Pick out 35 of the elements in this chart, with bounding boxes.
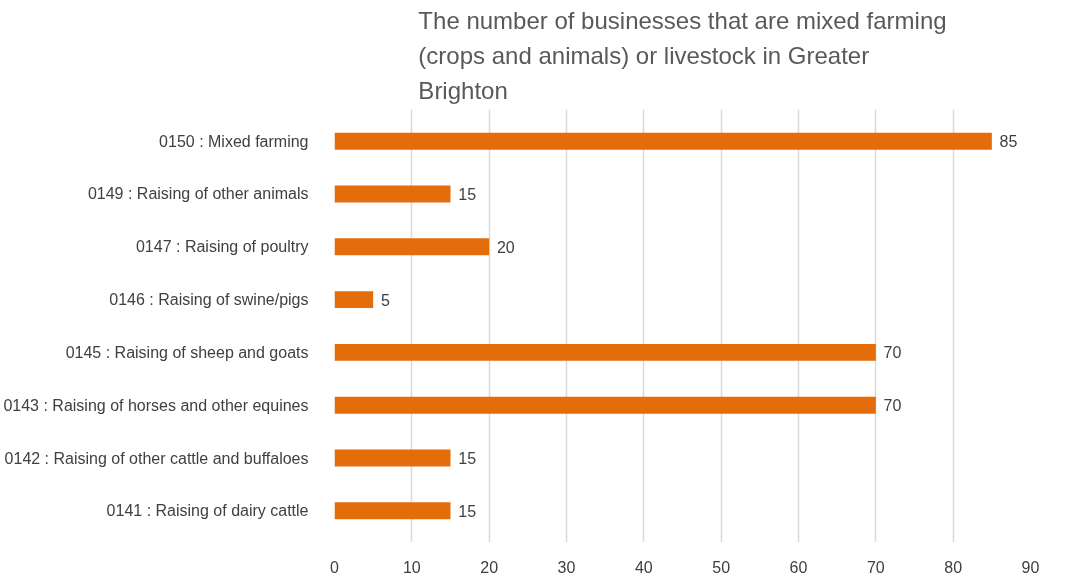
x-tick-label: 80 bbox=[944, 558, 963, 576]
y-tick-label: 0142 : Raising of other cattle and buffaloes bbox=[4, 449, 309, 467]
data-label: 5 bbox=[380, 291, 390, 309]
bar bbox=[334, 238, 490, 256]
x-tick-label: 50 bbox=[712, 558, 731, 576]
bar bbox=[334, 132, 992, 150]
bar bbox=[334, 185, 451, 203]
bar bbox=[334, 449, 451, 467]
x-tick-label: 70 bbox=[866, 558, 885, 576]
x-tick-label: 60 bbox=[789, 558, 808, 576]
y-tick-label: 0147 : Raising of poultry bbox=[135, 238, 309, 256]
y-tick-label: 0143 : Raising of horses and other equines bbox=[3, 396, 309, 414]
bar bbox=[334, 291, 374, 309]
data-label: 15 bbox=[458, 502, 477, 520]
x-tick-label: 0 bbox=[330, 558, 340, 576]
x-tick-label: 20 bbox=[480, 558, 499, 576]
x-tick-label: 30 bbox=[557, 558, 576, 576]
x-tick-label: 90 bbox=[1021, 558, 1040, 576]
y-tick-label: 0146 : Raising of swine/pigs bbox=[109, 291, 309, 309]
bar bbox=[334, 396, 876, 414]
data-label: 15 bbox=[458, 450, 477, 468]
data-label: 15 bbox=[458, 185, 477, 203]
bar bbox=[334, 343, 876, 361]
x-tick-label: 10 bbox=[402, 558, 421, 576]
x-tick-label: 40 bbox=[634, 558, 653, 576]
data-label: 70 bbox=[883, 344, 902, 362]
chart-title: The number of businesses that are mixed farming (crops and animals) or livestock in Greater Brighton bbox=[418, 7, 947, 105]
y-tick-label: 0149 : Raising of other animals bbox=[87, 185, 309, 203]
data-label: 20 bbox=[496, 238, 515, 256]
y-tick-label: 0150 : Mixed farming bbox=[159, 132, 309, 150]
data-label: 85 bbox=[999, 133, 1018, 151]
bar bbox=[334, 502, 451, 520]
y-tick-label: 0141 : Raising of dairy cattle bbox=[106, 502, 309, 520]
y-tick-label: 0145 : Raising of sheep and goats bbox=[65, 343, 309, 361]
data-label: 70 bbox=[883, 397, 902, 415]
